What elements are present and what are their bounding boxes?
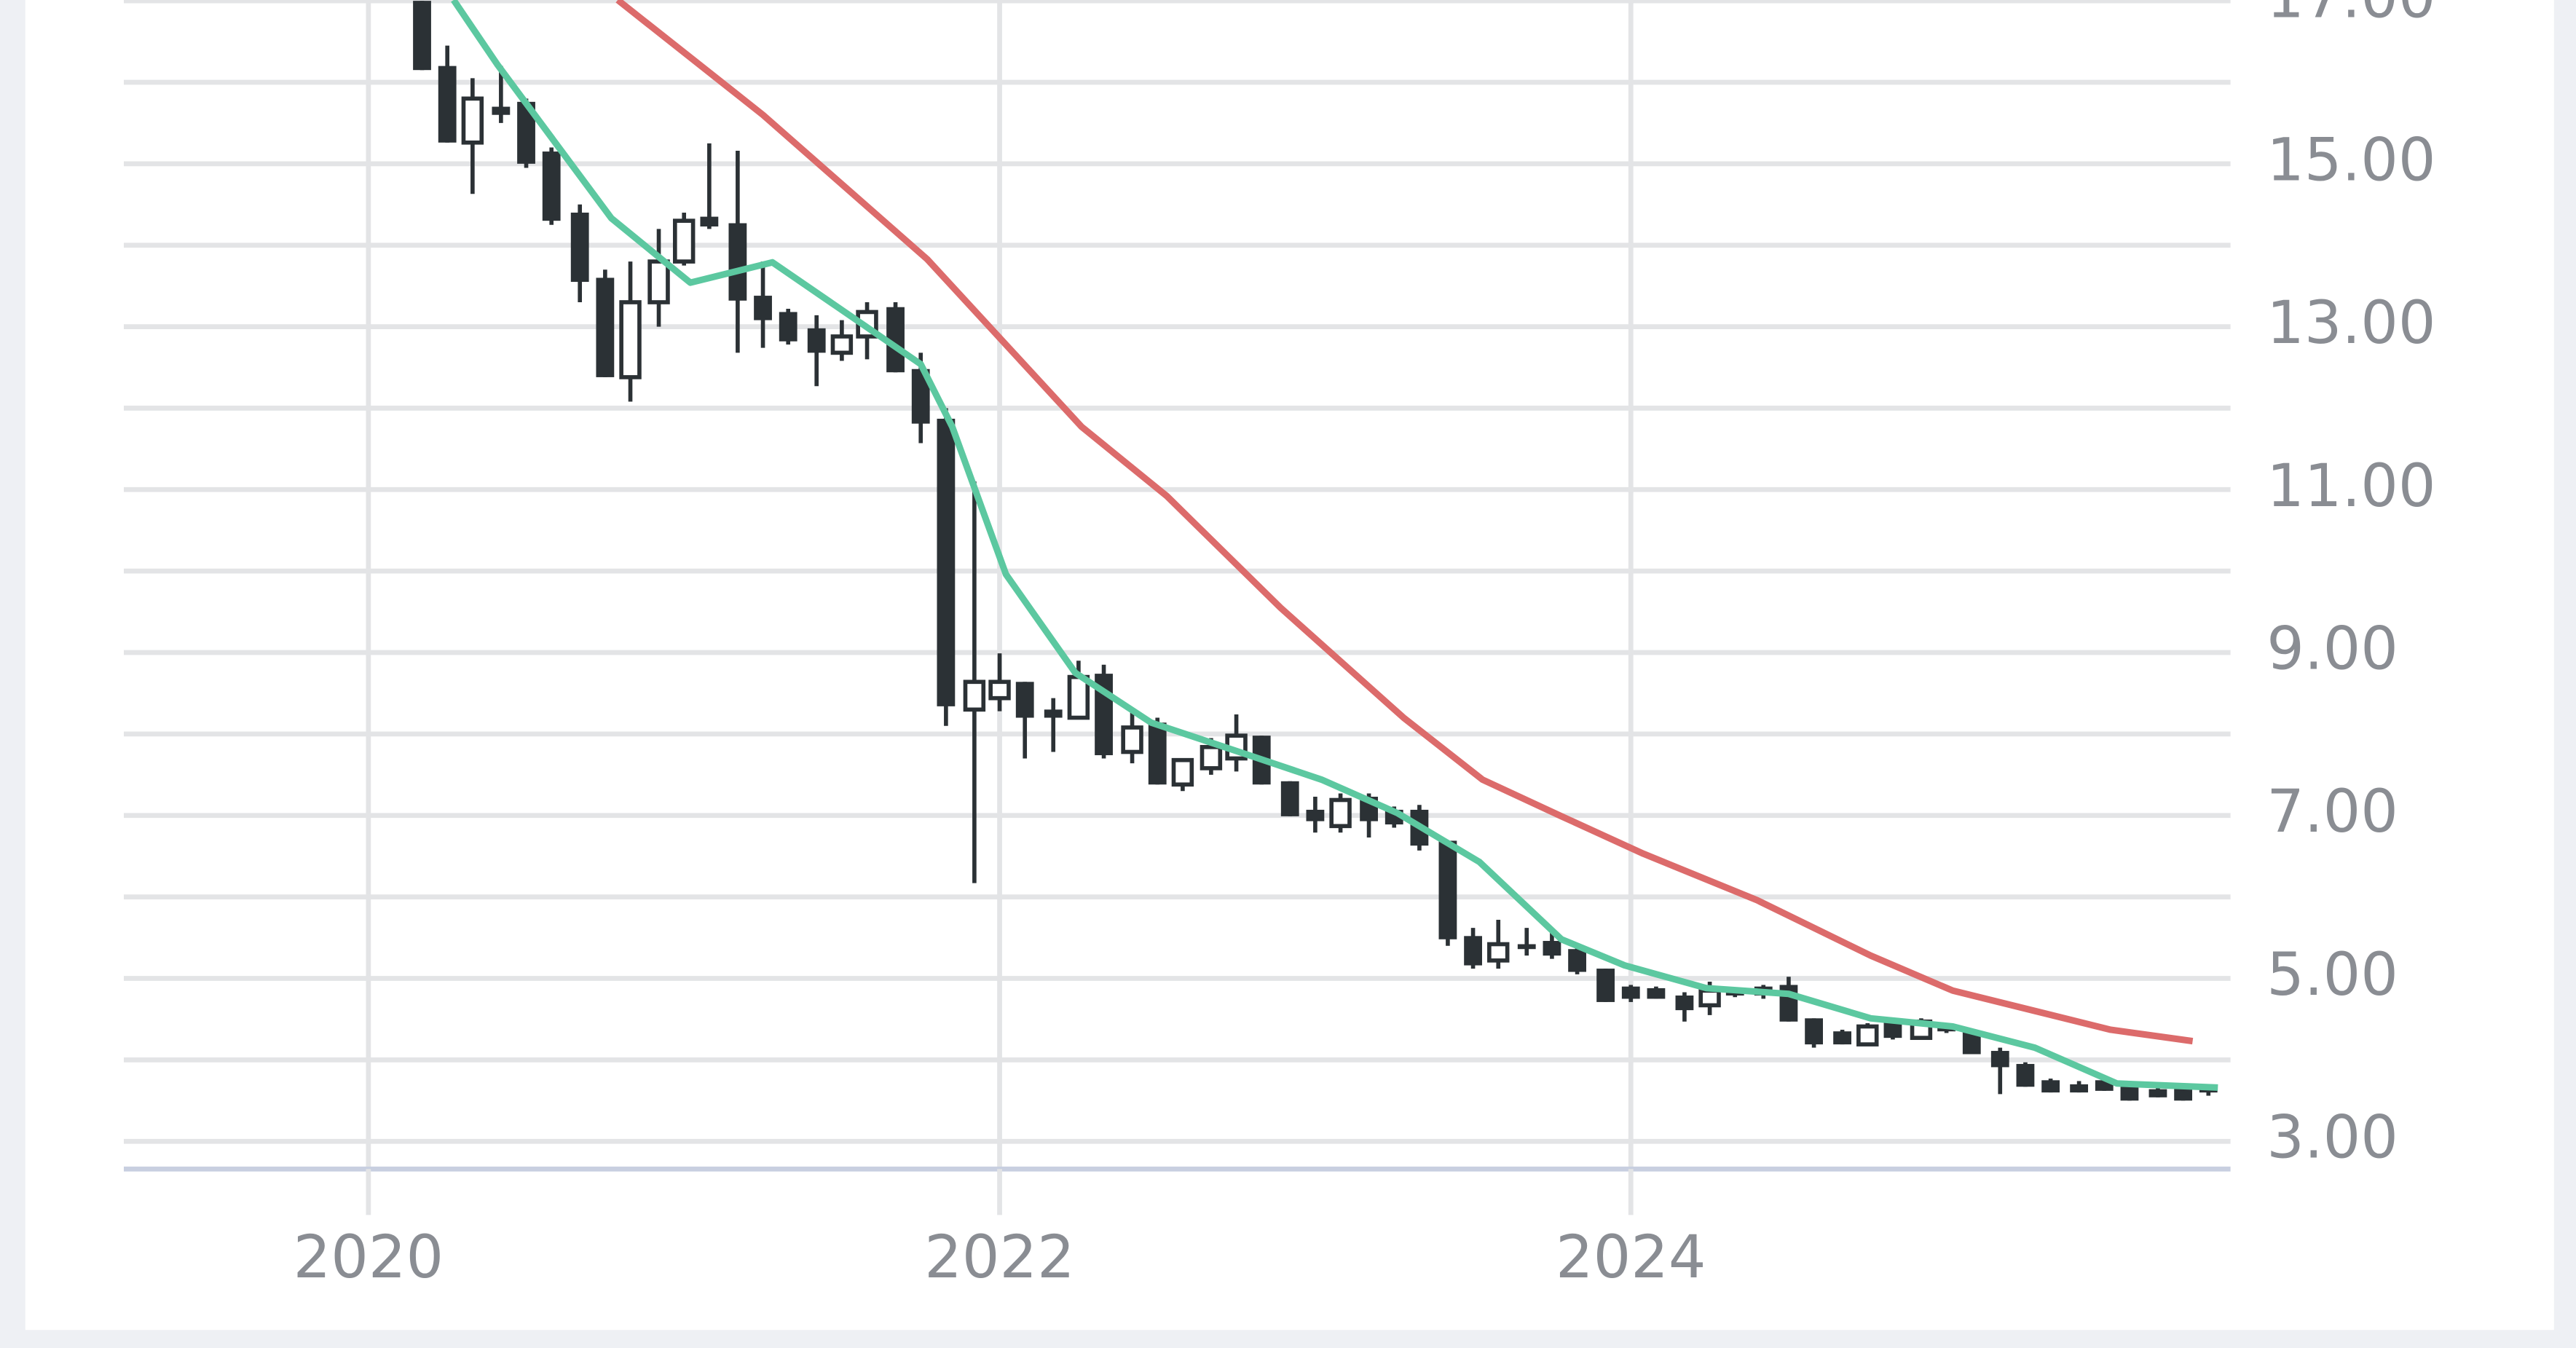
candle-body	[1067, 674, 1090, 720]
candle-body	[542, 151, 561, 221]
y-tick-label: 15.00	[2266, 126, 2435, 194]
candle-body	[1698, 988, 1721, 1008]
candle-body	[1280, 781, 1299, 816]
candle-body	[963, 679, 986, 712]
candle-body	[1568, 949, 1586, 972]
candle-body	[1883, 1021, 1902, 1038]
candle-body	[937, 418, 956, 706]
candle-body	[1015, 682, 1034, 718]
candle-body	[1856, 1024, 1879, 1047]
candle-body	[2174, 1087, 2193, 1101]
candle-body	[438, 66, 457, 143]
moving-average-line	[451, 0, 2218, 1091]
candle-body	[1543, 941, 1561, 956]
candle-body	[2120, 1084, 2139, 1101]
candle-body	[1044, 709, 1063, 718]
y-tick-label: 5.00	[2266, 941, 2398, 1009]
x-tick-label: 2024	[1556, 1223, 1706, 1292]
candle-body	[728, 223, 747, 301]
candle-body	[1121, 725, 1143, 754]
candle-body	[413, 1, 431, 71]
candle-body	[1171, 757, 1194, 787]
candle-body	[988, 679, 1011, 701]
candle-body	[672, 218, 696, 264]
moving-average-line	[615, 0, 2194, 1045]
candle-body	[2041, 1080, 2060, 1093]
candle-body	[1438, 840, 1457, 939]
candle-body	[1464, 936, 1482, 966]
candle-body	[1675, 995, 1694, 1011]
candle-body	[570, 212, 589, 283]
candle-body	[2016, 1063, 2035, 1087]
candle-body	[807, 328, 826, 353]
y-tick-label: 11.00	[2266, 452, 2435, 521]
candle-body	[700, 216, 719, 226]
y-tick-label: 7.00	[2266, 778, 2398, 846]
candle-body	[1517, 944, 1536, 950]
candle-body	[1148, 722, 1167, 785]
candle-body	[647, 259, 670, 304]
candle-body	[1306, 809, 1325, 821]
candle-body	[1621, 986, 1640, 999]
y-tick-label: 13.00	[2266, 289, 2435, 358]
candle-body	[754, 296, 772, 320]
candle-body	[1200, 744, 1223, 770]
candle-body	[1487, 942, 1510, 963]
y-tick-label: 17.00	[2266, 0, 2435, 32]
candle-body	[461, 96, 484, 145]
candle-body	[619, 300, 642, 379]
x-tick-label: 2020	[294, 1223, 444, 1292]
y-tick-label: 9.00	[2266, 615, 2398, 683]
x-tick-label: 2022	[924, 1223, 1075, 1292]
candle-body	[1329, 797, 1352, 829]
candle-body	[2199, 1089, 2218, 1093]
candle-body	[492, 106, 511, 115]
candle-body	[2070, 1084, 2089, 1093]
y-tick-label: 3.00	[2266, 1104, 2398, 1172]
candle-body	[1647, 988, 1666, 999]
candle-body	[779, 312, 797, 342]
candle-body	[1805, 1018, 1824, 1045]
candle-body	[830, 334, 854, 355]
candle-body	[1833, 1031, 1852, 1045]
chart-background	[25, 0, 2554, 1331]
candle-body	[596, 277, 615, 377]
candle-body	[1990, 1051, 2009, 1068]
candle-body	[1596, 969, 1615, 1002]
candle-body	[2148, 1089, 2167, 1097]
